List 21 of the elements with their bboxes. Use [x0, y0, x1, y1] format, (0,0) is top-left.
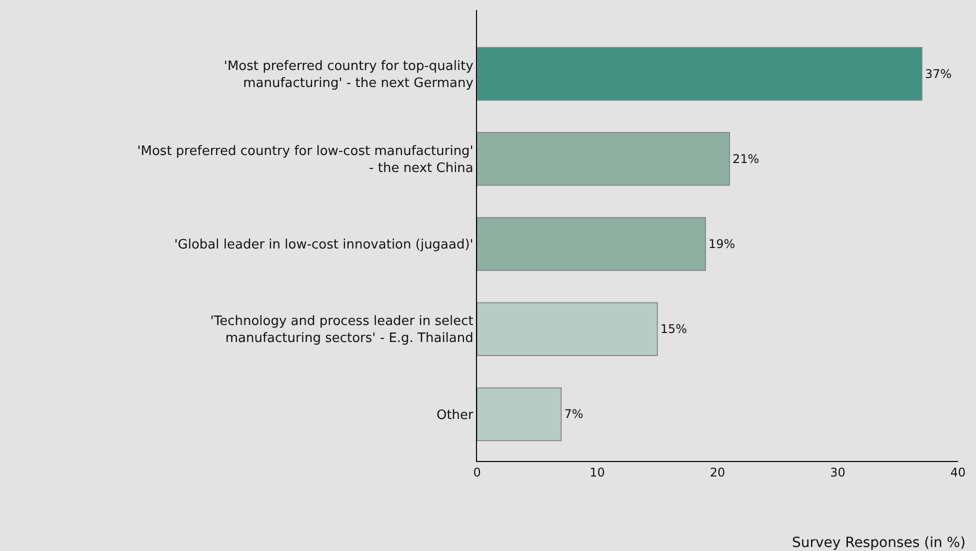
x-axis-title: Survey Responses (in %): [792, 535, 966, 551]
y-tick-label: 'Most preferred country for top-quality manufacturing' - the next Germany: [224, 58, 474, 91]
y-tick-label: 'Global leader in low-cost innovation (jugaad)': [174, 238, 474, 253]
x-tick-label: 20: [710, 465, 726, 480]
x-tick-label: 10: [590, 465, 605, 480]
bar: [477, 132, 730, 186]
data-label: 37%: [924, 66, 952, 81]
bar: [477, 217, 706, 271]
data-label: 19%: [708, 237, 736, 252]
y-tick-label: 'Technology and process leader in select manufacturing sectors' - E.g. Thailand: [210, 314, 474, 346]
x-tick-label: 30: [830, 465, 846, 480]
y-tick-label: Other: [436, 408, 474, 423]
bar: [477, 302, 658, 356]
bar: [477, 46, 922, 101]
data-label: 15%: [660, 322, 688, 336]
data-label: 21%: [732, 152, 760, 166]
data-label: 7%: [564, 407, 584, 422]
x-tick-label: 0: [473, 465, 481, 480]
x-tick-label: 40: [950, 465, 966, 480]
bar: [477, 387, 562, 442]
y-tick-label: 'Most preferred country for low-cost manufacturing' - the next China: [137, 144, 474, 176]
